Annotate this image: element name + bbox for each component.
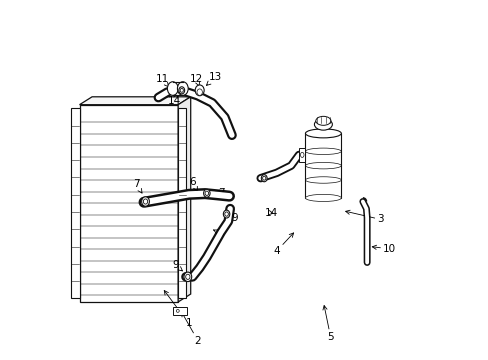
Ellipse shape xyxy=(223,210,229,218)
Text: 8: 8 xyxy=(213,228,223,238)
Ellipse shape xyxy=(197,89,202,95)
Text: 12: 12 xyxy=(189,74,203,87)
Polygon shape xyxy=(178,108,185,298)
Text: 9: 9 xyxy=(227,213,238,223)
Ellipse shape xyxy=(177,82,188,95)
Text: 14: 14 xyxy=(264,208,277,218)
Polygon shape xyxy=(305,134,341,198)
Text: 13: 13 xyxy=(206,72,222,85)
Text: 1: 1 xyxy=(164,291,192,328)
Text: 5: 5 xyxy=(322,306,333,342)
Text: 2: 2 xyxy=(182,312,201,346)
Ellipse shape xyxy=(195,85,203,96)
Ellipse shape xyxy=(142,197,149,206)
Polygon shape xyxy=(173,307,187,315)
Ellipse shape xyxy=(224,212,228,216)
Text: 7: 7 xyxy=(215,188,225,198)
Text: 3: 3 xyxy=(345,210,383,224)
Polygon shape xyxy=(80,105,178,302)
Ellipse shape xyxy=(300,152,304,157)
Ellipse shape xyxy=(180,89,183,92)
Polygon shape xyxy=(298,148,305,162)
Ellipse shape xyxy=(167,82,178,95)
Text: 9: 9 xyxy=(172,260,182,271)
Ellipse shape xyxy=(305,194,341,202)
Text: 4: 4 xyxy=(273,233,293,256)
Ellipse shape xyxy=(315,116,330,125)
Ellipse shape xyxy=(261,175,266,182)
Polygon shape xyxy=(178,97,190,302)
Ellipse shape xyxy=(203,189,210,197)
Ellipse shape xyxy=(185,274,190,279)
Ellipse shape xyxy=(143,199,147,204)
Ellipse shape xyxy=(204,191,208,195)
Text: 7: 7 xyxy=(133,179,142,193)
Circle shape xyxy=(176,310,179,312)
Polygon shape xyxy=(80,97,190,105)
Text: 10: 10 xyxy=(371,244,395,254)
Ellipse shape xyxy=(262,176,265,180)
Polygon shape xyxy=(172,82,183,95)
Text: 6: 6 xyxy=(189,177,197,191)
Text: 11: 11 xyxy=(155,74,168,87)
Ellipse shape xyxy=(314,119,332,130)
Ellipse shape xyxy=(179,87,184,94)
Polygon shape xyxy=(70,108,80,298)
Ellipse shape xyxy=(305,129,341,138)
Text: 14: 14 xyxy=(167,93,181,106)
Ellipse shape xyxy=(183,272,191,282)
